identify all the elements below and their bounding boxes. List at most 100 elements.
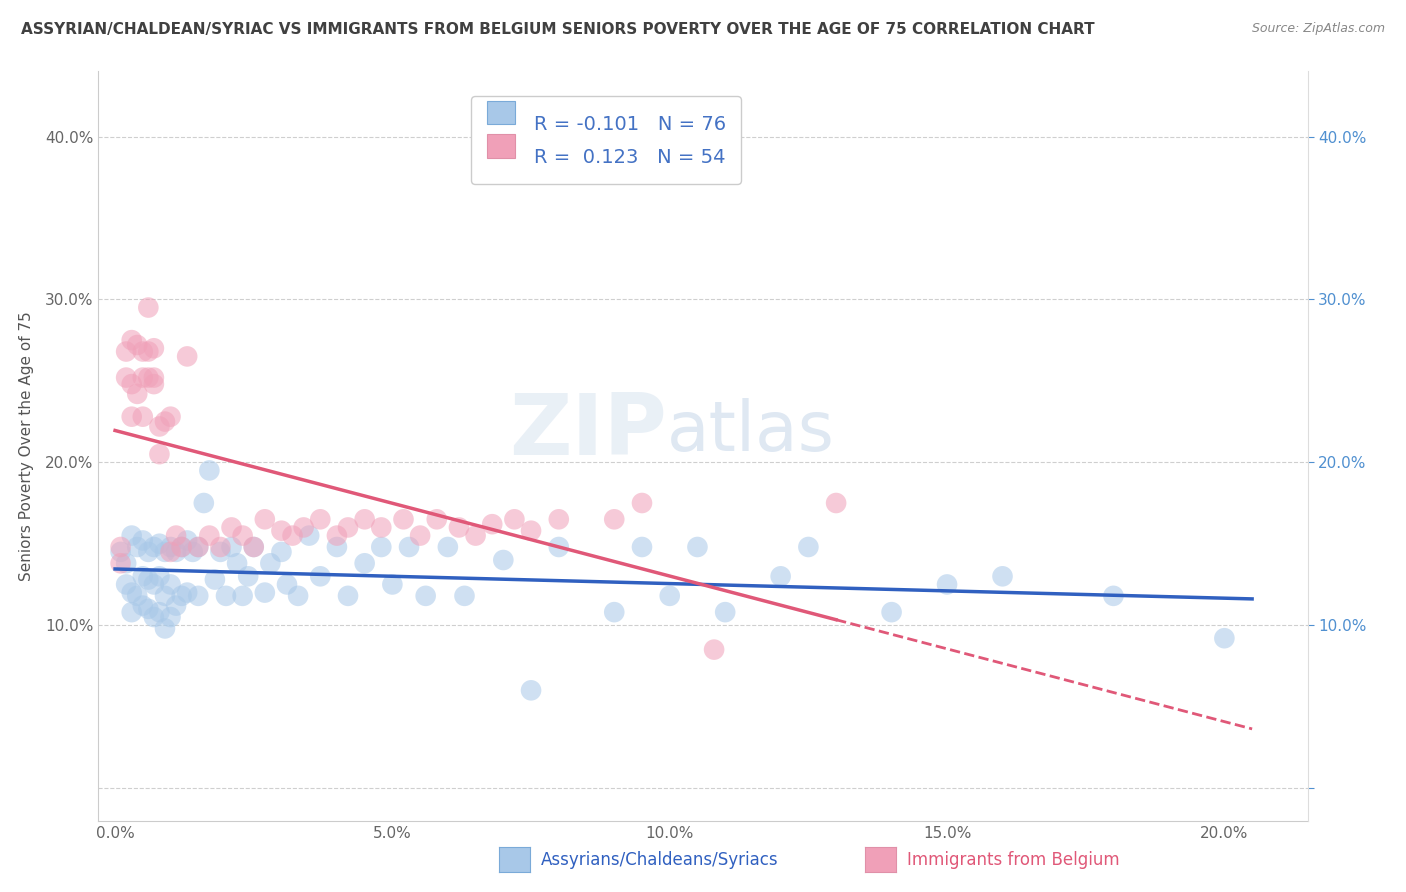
Point — [198, 528, 221, 542]
Point — [121, 528, 143, 542]
Point — [142, 540, 165, 554]
Point — [658, 589, 681, 603]
Point — [132, 370, 155, 384]
Point — [121, 585, 143, 599]
Point — [142, 341, 165, 355]
Point — [132, 344, 155, 359]
Point — [148, 537, 170, 551]
Point — [503, 512, 526, 526]
Point — [326, 540, 349, 554]
Point — [132, 409, 155, 424]
Point — [121, 605, 143, 619]
Point — [309, 569, 332, 583]
Point — [170, 589, 193, 603]
Point — [153, 622, 176, 636]
Text: atlas: atlas — [666, 398, 835, 465]
Point — [148, 569, 170, 583]
Point — [148, 447, 170, 461]
Point — [132, 599, 155, 613]
Text: Immigrants from Belgium: Immigrants from Belgium — [907, 851, 1119, 869]
Point — [138, 602, 160, 616]
Point — [142, 610, 165, 624]
Point — [138, 370, 160, 384]
Point — [187, 540, 209, 554]
Point — [181, 545, 204, 559]
Point — [253, 585, 276, 599]
Point — [198, 463, 221, 477]
Point — [215, 589, 238, 603]
Point — [603, 512, 626, 526]
Point — [769, 569, 792, 583]
Text: Assyrians/Chaldeans/Syriacs: Assyrians/Chaldeans/Syriacs — [541, 851, 779, 869]
Point — [415, 589, 437, 603]
Point — [165, 545, 187, 559]
Point — [686, 540, 709, 554]
Point — [270, 524, 292, 538]
Point — [115, 344, 138, 359]
Point — [464, 528, 486, 542]
Point — [127, 338, 149, 352]
Point — [221, 520, 243, 534]
Point — [187, 589, 209, 603]
Text: ZIP: ZIP — [509, 390, 666, 473]
Point — [936, 577, 959, 591]
Point — [221, 540, 243, 554]
Point — [176, 350, 198, 364]
Point — [1213, 631, 1236, 645]
Point — [121, 409, 143, 424]
Point — [153, 545, 176, 559]
Point — [797, 540, 820, 554]
Point — [409, 528, 432, 542]
Point — [204, 573, 226, 587]
Point — [392, 512, 415, 526]
Point — [142, 577, 165, 591]
Point — [253, 512, 276, 526]
Point — [453, 589, 475, 603]
Point — [121, 377, 143, 392]
Point — [187, 540, 209, 554]
Point — [447, 520, 470, 534]
Point — [880, 605, 903, 619]
Point — [176, 533, 198, 548]
Point — [547, 540, 569, 554]
Point — [165, 528, 187, 542]
Point — [159, 577, 181, 591]
Point — [132, 569, 155, 583]
Point — [110, 545, 132, 559]
Point — [353, 556, 375, 570]
Point — [176, 585, 198, 599]
Point — [309, 512, 332, 526]
Point — [520, 524, 543, 538]
Point — [238, 569, 260, 583]
Point — [138, 573, 160, 587]
Point — [398, 540, 420, 554]
Point — [127, 589, 149, 603]
Point — [159, 540, 181, 554]
Point — [142, 370, 165, 384]
Point — [287, 589, 309, 603]
Point — [259, 556, 281, 570]
Point — [337, 520, 360, 534]
Text: ASSYRIAN/CHALDEAN/SYRIAC VS IMMIGRANTS FROM BELGIUM SENIORS POVERTY OVER THE AGE: ASSYRIAN/CHALDEAN/SYRIAC VS IMMIGRANTS F… — [21, 22, 1095, 37]
Point — [631, 496, 654, 510]
Point — [148, 419, 170, 434]
Point — [276, 577, 298, 591]
Point — [281, 528, 304, 542]
Point — [520, 683, 543, 698]
Point — [127, 540, 149, 554]
Point — [232, 589, 254, 603]
Point — [153, 415, 176, 429]
Point — [148, 605, 170, 619]
Point — [370, 540, 392, 554]
Point — [115, 370, 138, 384]
Y-axis label: Seniors Poverty Over the Age of 75: Seniors Poverty Over the Age of 75 — [18, 311, 34, 581]
Point — [159, 610, 181, 624]
Point — [226, 556, 249, 570]
Point — [270, 545, 292, 559]
Point — [165, 599, 187, 613]
Point — [437, 540, 460, 554]
Point — [714, 605, 737, 619]
Point — [193, 496, 215, 510]
Point — [703, 642, 725, 657]
Point — [547, 512, 569, 526]
